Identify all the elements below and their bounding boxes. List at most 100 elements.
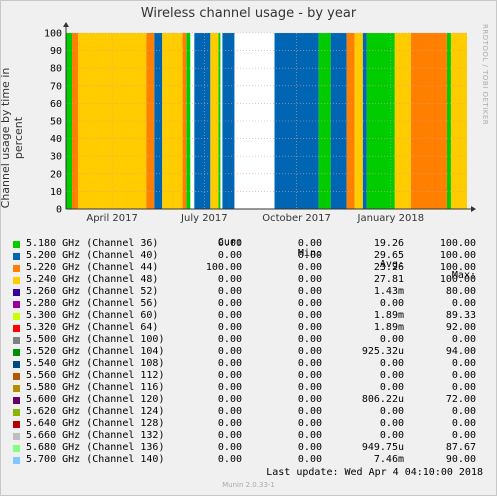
legend-cur: 0.00 <box>217 418 242 429</box>
legend-row: 5.620 GHz (Channel 124) 0.00 0.00 0.00 0.00 <box>0 406 497 418</box>
legend-avg: 0.00 <box>379 382 404 393</box>
legend-cur: 0.00 <box>217 454 242 465</box>
series-area-channel-48 <box>450 33 467 209</box>
legend-avg: 0.00 <box>379 298 404 309</box>
legend-min: 0.00 <box>297 454 322 465</box>
legend-max: 0.00 <box>451 418 476 429</box>
legend-avg: 27.81 <box>373 274 404 285</box>
legend-row: 5.700 GHz (Channel 140) 0.00 0.00 7.46m 90.0… <box>0 454 497 466</box>
legend-cur: 0.00 <box>217 430 242 441</box>
legend-avg: 0.00 <box>379 370 404 381</box>
y-tick-label: 60 <box>50 99 62 110</box>
legend-swatch <box>13 445 20 452</box>
legend-cur: 0.00 <box>217 358 242 369</box>
legend-row: 5.600 GHz (Channel 120) 0.00 0.00 806.22u 72… <box>0 394 497 406</box>
legend-max: 0.00 <box>451 298 476 309</box>
legend-row: 5.540 GHz (Channel 108) 0.00 0.00 0.00 0.00 <box>0 358 497 370</box>
header-min: Min: <box>297 248 322 259</box>
legend-label: 5.220 GHz (Channel 44) <box>26 262 159 273</box>
y-tick-label: 30 <box>50 152 62 163</box>
legend-row: 5.280 GHz (Channel 56) 0.00 0.00 0.00 0.00 <box>0 298 497 310</box>
y-tick-label: 10 <box>50 187 62 198</box>
legend-max: 0.00 <box>451 406 476 417</box>
legend-row: 5.640 GHz (Channel 128) 0.00 0.00 0.00 0.00 <box>0 418 497 430</box>
legend-row: 5.560 GHz (Channel 112) 0.00 0.00 0.00 0.00 <box>0 370 497 382</box>
legend-label: 5.300 GHz (Channel 60) <box>26 310 159 321</box>
legend-swatch <box>13 253 20 260</box>
legend-swatch <box>13 421 20 428</box>
x-tick-label: April 2017 <box>86 213 137 224</box>
legend-label: 5.500 GHz (Channel 100) <box>26 334 165 345</box>
legend-label: 5.620 GHz (Channel 124) <box>26 406 165 417</box>
legend-swatch <box>13 397 20 404</box>
legend-cur: 0.00 <box>217 298 242 309</box>
y-tick-label: 70 <box>50 81 62 92</box>
legend-swatch <box>13 457 20 464</box>
header-cur: Cur: <box>217 237 242 248</box>
legend-label: 5.260 GHz (Channel 52) <box>26 286 159 297</box>
legend-cur: 0.00 <box>217 334 242 345</box>
legend-swatch <box>13 277 20 284</box>
legend-row: 5.260 GHz (Channel 52) 0.00 0.00 1.43m 80.00 <box>0 286 497 298</box>
legend-max: 87.67 <box>445 442 476 453</box>
y-tick-label: 90 <box>50 46 62 57</box>
y-axis-arrow <box>63 22 69 27</box>
legend-label: 5.700 GHz (Channel 140) <box>26 454 165 465</box>
rrdtool-credit: RRDTOOL / TOBI OETIKER <box>481 24 489 126</box>
legend-label: 5.540 GHz (Channel 108) <box>26 358 165 369</box>
legend-max: 72.00 <box>445 394 476 405</box>
legend-swatch <box>13 409 20 416</box>
legend-cur: 0.00 <box>217 250 242 261</box>
legend-row: 5.580 GHz (Channel 116) 0.00 0.00 0.00 0.00 <box>0 382 497 394</box>
legend-max: 0.00 <box>451 334 476 345</box>
y-tick-label: 40 <box>50 134 62 145</box>
legend-row: 5.300 GHz (Channel 60) 0.00 0.00 1.89m 89.33 <box>0 310 497 322</box>
legend-min: 0.00 <box>297 358 322 369</box>
legend-row: 5.220 GHz (Channel 44) 100.00 0.00 23.26 100… <box>0 262 497 274</box>
legend-avg: 0.00 <box>379 430 404 441</box>
legend-max: 80.00 <box>445 286 476 297</box>
legend-avg: 0.00 <box>379 358 404 369</box>
legend-label: 5.320 GHz (Channel 64) <box>26 322 159 333</box>
legend-row: 5.500 GHz (Channel 100) 0.00 0.00 0.00 0.00 <box>0 334 497 346</box>
legend-min: 0.00 <box>297 310 322 321</box>
legend-cur: 0.00 <box>217 346 242 357</box>
y-tick-label: 80 <box>50 64 62 75</box>
legend-label: 5.640 GHz (Channel 128) <box>26 418 165 429</box>
header-max: Max: <box>451 270 476 281</box>
legend-swatch <box>13 313 20 320</box>
legend-avg: 23.26 <box>373 262 404 273</box>
legend-row: 5.180 GHz (Channel 36) 0.00 0.00 19.26 100.0… <box>0 238 497 250</box>
series-area-channel-40 <box>194 33 211 209</box>
legend-min: 0.00 <box>297 274 322 285</box>
legend-max: 90.00 <box>445 454 476 465</box>
legend-min: 0.00 <box>297 250 322 261</box>
legend-avg: 1.89m <box>373 310 404 321</box>
legend-min: 0.00 <box>297 286 322 297</box>
series-area-channel-40 <box>330 33 347 209</box>
legend-swatch <box>13 301 20 308</box>
series-area-channel-36 <box>186 33 191 209</box>
legend-avg: 0.00 <box>379 334 404 345</box>
legend-max: 0.00 <box>451 358 476 369</box>
legend-label: 5.660 GHz (Channel 132) <box>26 430 165 441</box>
legend-avg: 925.32u <box>361 346 404 357</box>
legend-label: 5.560 GHz (Channel 112) <box>26 370 165 381</box>
legend-min: 0.00 <box>297 238 322 249</box>
legend-cur: 0.00 <box>217 382 242 393</box>
legend-min: 0.00 <box>297 370 322 381</box>
legend-cur: 0.00 <box>217 286 242 297</box>
y-tick-label: 50 <box>50 117 62 128</box>
series-area-channel-36 <box>446 33 451 209</box>
x-tick-label: January 2018 <box>357 213 425 224</box>
legend-min: 0.00 <box>297 394 322 405</box>
x-axis-arrow <box>471 206 476 212</box>
legend-swatch <box>13 289 20 296</box>
legend-avg: 0.00 <box>379 406 404 417</box>
legend-min: 0.00 <box>297 334 322 345</box>
legend-cur: 0.00 <box>217 274 242 285</box>
legend-cur: 100.00 <box>205 262 242 273</box>
legend-max: 100.00 <box>439 238 476 249</box>
legend-max: 0.00 <box>451 370 476 381</box>
y-tick-label: 100 <box>44 29 62 40</box>
